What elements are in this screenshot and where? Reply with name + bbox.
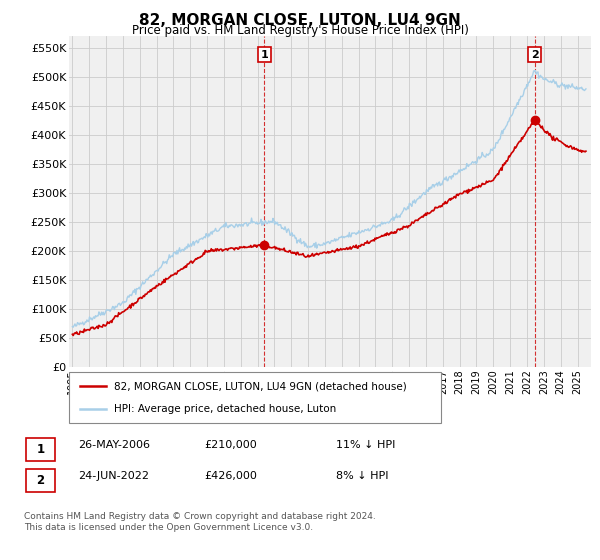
FancyBboxPatch shape [69, 372, 441, 423]
Text: HPI: Average price, detached house, Luton: HPI: Average price, detached house, Luto… [113, 404, 336, 414]
FancyBboxPatch shape [26, 438, 55, 461]
Text: 8% ↓ HPI: 8% ↓ HPI [336, 471, 389, 481]
Text: 2: 2 [37, 474, 44, 487]
Text: 24-JUN-2022: 24-JUN-2022 [78, 471, 149, 481]
Text: Contains HM Land Registry data © Crown copyright and database right 2024.
This d: Contains HM Land Registry data © Crown c… [24, 512, 376, 532]
Text: 26-MAY-2006: 26-MAY-2006 [78, 440, 150, 450]
Text: 1: 1 [37, 443, 44, 456]
Text: 82, MORGAN CLOSE, LUTON, LU4 9GN (detached house): 82, MORGAN CLOSE, LUTON, LU4 9GN (detach… [113, 381, 406, 391]
Text: £426,000: £426,000 [204, 471, 257, 481]
Text: 1: 1 [260, 50, 268, 59]
Text: 82, MORGAN CLOSE, LUTON, LU4 9GN: 82, MORGAN CLOSE, LUTON, LU4 9GN [139, 13, 461, 28]
FancyBboxPatch shape [26, 469, 55, 492]
Text: £210,000: £210,000 [204, 440, 257, 450]
Text: 11% ↓ HPI: 11% ↓ HPI [336, 440, 395, 450]
Text: Price paid vs. HM Land Registry's House Price Index (HPI): Price paid vs. HM Land Registry's House … [131, 24, 469, 37]
Text: 2: 2 [531, 50, 539, 59]
